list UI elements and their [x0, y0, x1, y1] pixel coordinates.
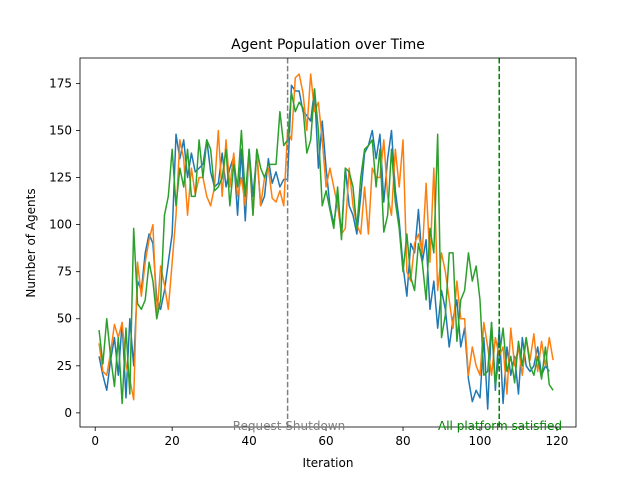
y-ticks: 0 25 50 75 100 125 150 175	[49, 76, 80, 420]
x-tick-label: 120	[545, 434, 568, 448]
y-tick-label: 125	[49, 171, 72, 185]
chart-title: Agent Population over Time	[231, 37, 425, 53]
plot-frame	[79, 57, 577, 428]
x-ticks: 0 20 40 60 80 100 120	[91, 427, 568, 448]
y-tick-label: 150	[49, 123, 72, 137]
series-line-2	[98, 73, 554, 401]
y-tick-label: 175	[49, 76, 72, 90]
y-axis-label: Number of Agents	[24, 188, 38, 297]
vline-label-all-platform-satisfied: All platform satisfied	[438, 419, 562, 433]
x-tick-label: 80	[395, 434, 410, 448]
x-axis-label: Iteration	[303, 456, 354, 470]
y-tick-label: 50	[57, 312, 72, 326]
y-tick-label: 75	[57, 265, 72, 279]
series-line-3	[98, 88, 554, 405]
y-tick-label: 100	[49, 218, 72, 232]
series-layer	[98, 73, 554, 410]
vline-layer	[286, 58, 500, 427]
x-tick-label: 60	[318, 434, 333, 448]
y-tick-label: 25	[57, 359, 72, 373]
x-tick-label: 20	[165, 434, 180, 448]
y-tick-label: 0	[64, 406, 72, 420]
x-tick-label: 0	[91, 434, 99, 448]
x-tick-label: 100	[469, 434, 492, 448]
x-tick-label: 40	[241, 434, 256, 448]
vline-label-request-shutdown: Request Shutdown	[233, 419, 345, 433]
